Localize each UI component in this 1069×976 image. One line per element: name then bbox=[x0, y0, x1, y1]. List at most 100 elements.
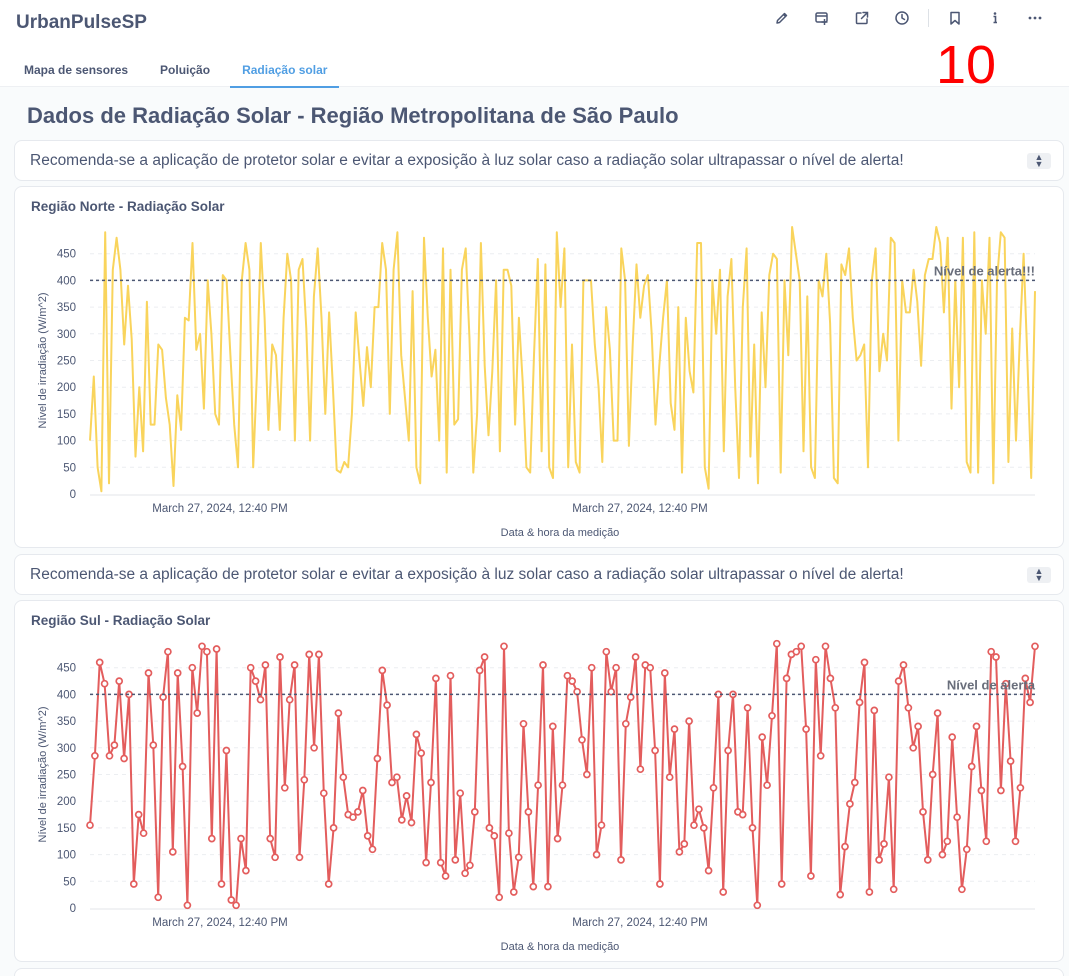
data-point[interactable] bbox=[149, 741, 158, 749]
data-point[interactable] bbox=[305, 650, 314, 659]
data-point[interactable] bbox=[534, 781, 542, 790]
data-point[interactable] bbox=[451, 856, 460, 864]
data-point[interactable] bbox=[583, 770, 591, 779]
data-point[interactable] bbox=[217, 880, 226, 888]
data-point[interactable] bbox=[144, 669, 153, 677]
data-point[interactable] bbox=[602, 647, 611, 656]
data-point[interactable] bbox=[597, 821, 606, 830]
data-point[interactable] bbox=[427, 778, 435, 787]
data-point[interactable] bbox=[748, 824, 757, 832]
data-point[interactable] bbox=[329, 824, 338, 832]
data-point[interactable] bbox=[894, 677, 903, 685]
data-point[interactable] bbox=[358, 786, 367, 795]
data-point[interactable] bbox=[923, 856, 932, 864]
data-point[interactable] bbox=[846, 800, 854, 808]
data-point[interactable] bbox=[500, 642, 508, 651]
data-point[interactable] bbox=[958, 885, 966, 894]
data-point[interactable] bbox=[285, 695, 294, 704]
data-point[interactable] bbox=[461, 869, 469, 878]
data-point[interactable] bbox=[378, 666, 387, 675]
data-point[interactable] bbox=[724, 746, 732, 755]
data-point[interactable] bbox=[875, 856, 883, 864]
data-point[interactable] bbox=[212, 645, 221, 653]
data-point[interactable] bbox=[514, 853, 523, 862]
bookmark-icon[interactable] bbox=[935, 6, 975, 30]
data-point[interactable] bbox=[446, 671, 455, 680]
data-point[interactable] bbox=[480, 653, 489, 661]
data-point[interactable] bbox=[373, 754, 382, 763]
data-point[interactable] bbox=[105, 751, 114, 760]
data-point[interactable] bbox=[354, 808, 362, 816]
data-point[interactable] bbox=[505, 829, 513, 838]
data-point[interactable] bbox=[899, 661, 908, 669]
data-point[interactable] bbox=[349, 813, 357, 822]
data-point[interactable] bbox=[753, 901, 762, 910]
data-point[interactable] bbox=[904, 703, 913, 712]
data-point[interactable] bbox=[242, 866, 250, 875]
data-point[interactable] bbox=[1011, 837, 1020, 846]
data-point[interactable] bbox=[300, 775, 309, 784]
data-point[interactable] bbox=[383, 701, 391, 709]
data-point[interactable] bbox=[919, 808, 927, 816]
data-point[interactable] bbox=[972, 722, 981, 731]
data-point[interactable] bbox=[368, 845, 377, 854]
data-point[interactable] bbox=[772, 639, 781, 648]
data-point[interactable] bbox=[139, 829, 148, 838]
data-point[interactable] bbox=[402, 792, 411, 800]
data-point[interactable] bbox=[271, 853, 279, 862]
data-point[interactable] bbox=[432, 674, 440, 683]
data-point[interactable] bbox=[1026, 698, 1034, 707]
data-point[interactable] bbox=[227, 896, 236, 904]
data-point[interactable] bbox=[914, 722, 922, 731]
data-point[interactable] bbox=[466, 861, 474, 870]
data-point[interactable] bbox=[568, 677, 577, 685]
data-point[interactable] bbox=[558, 781, 567, 790]
data-point[interactable] bbox=[909, 743, 918, 752]
data-point[interactable] bbox=[1001, 679, 1010, 688]
data-point[interactable] bbox=[962, 845, 971, 854]
data-point[interactable] bbox=[134, 810, 143, 819]
data-point[interactable] bbox=[743, 703, 752, 712]
data-point[interactable] bbox=[933, 709, 942, 717]
data-point[interactable] bbox=[324, 880, 333, 888]
data-point[interactable] bbox=[315, 650, 323, 659]
data-point[interactable] bbox=[675, 848, 684, 856]
data-point[interactable] bbox=[587, 663, 596, 672]
data-point[interactable] bbox=[524, 808, 533, 816]
data-point[interactable] bbox=[154, 893, 163, 902]
data-point[interactable] bbox=[646, 663, 655, 672]
data-point[interactable] bbox=[719, 888, 728, 896]
data-point[interactable] bbox=[709, 783, 718, 792]
data-point[interactable] bbox=[529, 882, 538, 891]
data-point[interactable] bbox=[578, 735, 586, 744]
data-point[interactable] bbox=[290, 661, 299, 669]
data-point[interactable] bbox=[276, 653, 284, 661]
data-point[interactable] bbox=[607, 687, 616, 696]
data-point[interactable] bbox=[110, 741, 119, 749]
data-point[interactable] bbox=[938, 850, 947, 859]
data-point[interactable] bbox=[1031, 642, 1039, 651]
data-point[interactable] bbox=[738, 810, 747, 819]
data-point[interactable] bbox=[563, 671, 572, 680]
data-point[interactable] bbox=[777, 880, 786, 888]
data-point[interactable] bbox=[977, 786, 986, 795]
data-point[interactable] bbox=[699, 824, 708, 832]
tab-mapa-de-sensores[interactable]: Mapa de sensores bbox=[24, 63, 129, 77]
share-icon[interactable] bbox=[842, 6, 882, 30]
data-point[interactable] bbox=[1016, 783, 1025, 792]
data-point[interactable] bbox=[115, 677, 124, 685]
data-point[interactable] bbox=[656, 880, 664, 888]
data-point[interactable] bbox=[334, 709, 343, 717]
data-point[interactable] bbox=[782, 674, 791, 683]
data-point[interactable] bbox=[592, 850, 601, 859]
data-point[interactable] bbox=[407, 818, 416, 827]
data-point[interactable] bbox=[319, 789, 328, 798]
data-point[interactable] bbox=[612, 663, 620, 672]
data-point[interactable] bbox=[237, 834, 245, 843]
data-point[interactable] bbox=[660, 669, 669, 677]
data-point[interactable] bbox=[164, 647, 172, 656]
data-point[interactable] bbox=[95, 658, 104, 667]
data-point[interactable] bbox=[256, 695, 265, 704]
data-point[interactable] bbox=[1021, 674, 1030, 683]
data-point[interactable] bbox=[417, 749, 426, 757]
